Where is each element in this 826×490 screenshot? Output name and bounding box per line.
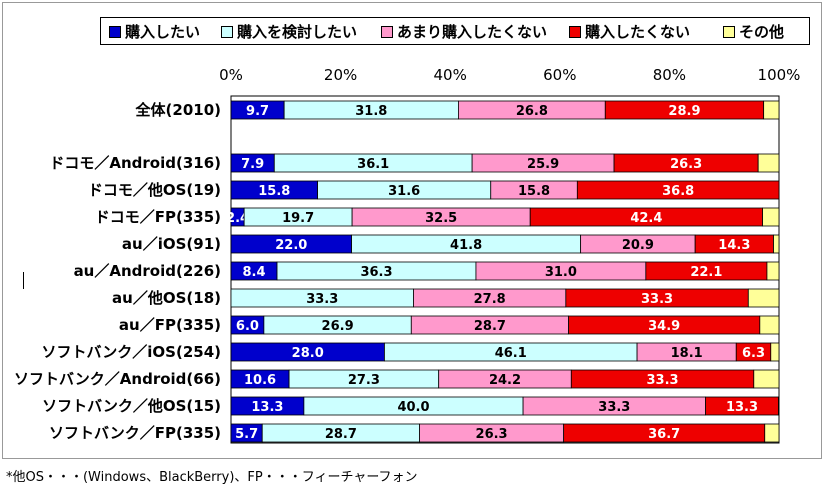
legend-swatch-buy: [109, 25, 121, 38]
data-label: 5.7: [235, 427, 258, 442]
data-label: 27.3: [348, 373, 380, 388]
data-label: 31.6: [388, 184, 420, 199]
data-label: 26.9: [322, 319, 354, 334]
data-label: 31.0: [545, 265, 577, 280]
data-label: 28.0: [292, 346, 324, 361]
legend-label-no: 購入したくない: [585, 23, 691, 41]
category-label: ソフトバンク／iOS(254): [42, 343, 221, 361]
data-label: 14.3: [718, 238, 750, 253]
chart-frame: [2, 2, 822, 459]
bar-segment: [778, 396, 780, 416]
data-label: 8.4: [243, 265, 266, 280]
bar-segment: [770, 342, 780, 362]
data-label: 2.4: [226, 211, 249, 226]
bar-segment: [576, 180, 780, 200]
data-label: 28.7: [474, 319, 506, 334]
legend-swatch-not-really: [381, 25, 393, 38]
legend-label-buy: 購入したい: [125, 23, 201, 41]
data-label: 20.9: [622, 238, 654, 253]
data-label: 25.9: [527, 157, 559, 172]
data-label: 33.3: [598, 400, 630, 415]
data-label: 36.8: [662, 184, 694, 199]
category-label: 全体(2010): [135, 101, 221, 119]
legend: 購入したい 購入を検討したい あまり購入したくない 購入したくない その他: [100, 17, 810, 45]
data-label: 28.7: [325, 427, 357, 442]
footnote: *他OS・・・(Windows、BlackBerry)、FP・・・フィーチャーフ…: [6, 470, 418, 485]
legend-item-not-really: あまり購入したくない: [381, 23, 548, 41]
data-label: 28.9: [668, 104, 700, 119]
bar-segment: [747, 288, 780, 308]
data-label: 41.8: [450, 238, 482, 253]
legend-item-buy: 購入したい: [109, 23, 201, 41]
data-label: 34.9: [648, 319, 680, 334]
data-label: 36.1: [357, 157, 389, 172]
data-label: 27.8: [474, 292, 506, 307]
data-label: 26.3: [476, 427, 508, 442]
category-label: ドコモ／Android(316): [49, 154, 221, 172]
x-tick-label: 60%: [543, 66, 576, 84]
category-label: ドコモ／FP(335): [95, 208, 221, 226]
legend-label-consider: 購入を検討したい: [237, 23, 358, 41]
data-label: 9.7: [246, 104, 269, 119]
category-label: ソフトバンク／他OS(15): [42, 397, 221, 415]
data-label: 26.8: [516, 104, 548, 119]
data-label: 22.1: [690, 265, 722, 280]
bar-segment: [766, 261, 780, 281]
legend-label-other: その他: [739, 23, 785, 41]
legend-swatch-consider: [221, 25, 233, 38]
data-label: 15.8: [258, 184, 290, 199]
x-tick-label: 20%: [324, 66, 357, 84]
data-label: 36.7: [648, 427, 680, 442]
x-tick-label: 40%: [434, 66, 467, 84]
bar-segment: [763, 100, 780, 120]
legend-swatch-other: [723, 25, 735, 38]
x-tick-label: 0%: [219, 66, 243, 84]
category-label: au／FP(335): [119, 316, 221, 334]
data-label: 13.3: [726, 400, 758, 415]
category-label: ソフトバンク／Android(66): [14, 370, 221, 388]
data-label: 33.3: [641, 292, 673, 307]
data-label: 32.5: [425, 211, 457, 226]
legend-swatch-no: [569, 25, 581, 38]
bar-segment: [773, 234, 780, 254]
legend-item-other: その他: [723, 23, 785, 41]
data-label: 18.1: [671, 346, 703, 361]
data-label: 13.3: [251, 400, 283, 415]
category-label: au／他OS(18): [112, 289, 221, 307]
x-tick-label: 80%: [653, 66, 686, 84]
data-label: 42.4: [630, 211, 662, 226]
bar-segment: [762, 207, 780, 227]
stray-tick-mark: [23, 272, 24, 289]
data-label: 15.8: [518, 184, 550, 199]
data-label: 24.2: [489, 373, 521, 388]
bar-segment: [753, 369, 780, 389]
data-label: 6.0: [236, 319, 259, 334]
bar-segment: [759, 315, 780, 335]
data-label: 33.3: [647, 373, 679, 388]
data-label: 26.3: [670, 157, 702, 172]
data-label: 19.7: [282, 211, 314, 226]
data-label: 6.3: [742, 346, 765, 361]
category-label: ソフトバンク／FP(335): [49, 424, 221, 442]
legend-item-no: 購入したくない: [569, 23, 691, 41]
data-label: 33.3: [306, 292, 338, 307]
data-label: 10.6: [244, 373, 276, 388]
category-label: au／iOS(91): [122, 235, 221, 253]
x-tick-label: 100%: [758, 66, 801, 84]
data-label: 36.3: [360, 265, 392, 280]
bar-segment: [764, 423, 780, 443]
legend-item-consider: 購入を検討したい: [221, 23, 358, 41]
category-label: ドコモ／他OS(19): [88, 181, 221, 199]
category-label: au／Android(226): [74, 262, 221, 280]
data-label: 46.1: [495, 346, 527, 361]
data-label: 7.9: [241, 157, 264, 172]
data-label: 31.8: [355, 104, 387, 119]
legend-label-not-really: あまり購入したくない: [397, 23, 548, 41]
data-label: 22.0: [275, 238, 307, 253]
data-label: 40.0: [397, 400, 429, 415]
bar-segment: [757, 153, 780, 173]
